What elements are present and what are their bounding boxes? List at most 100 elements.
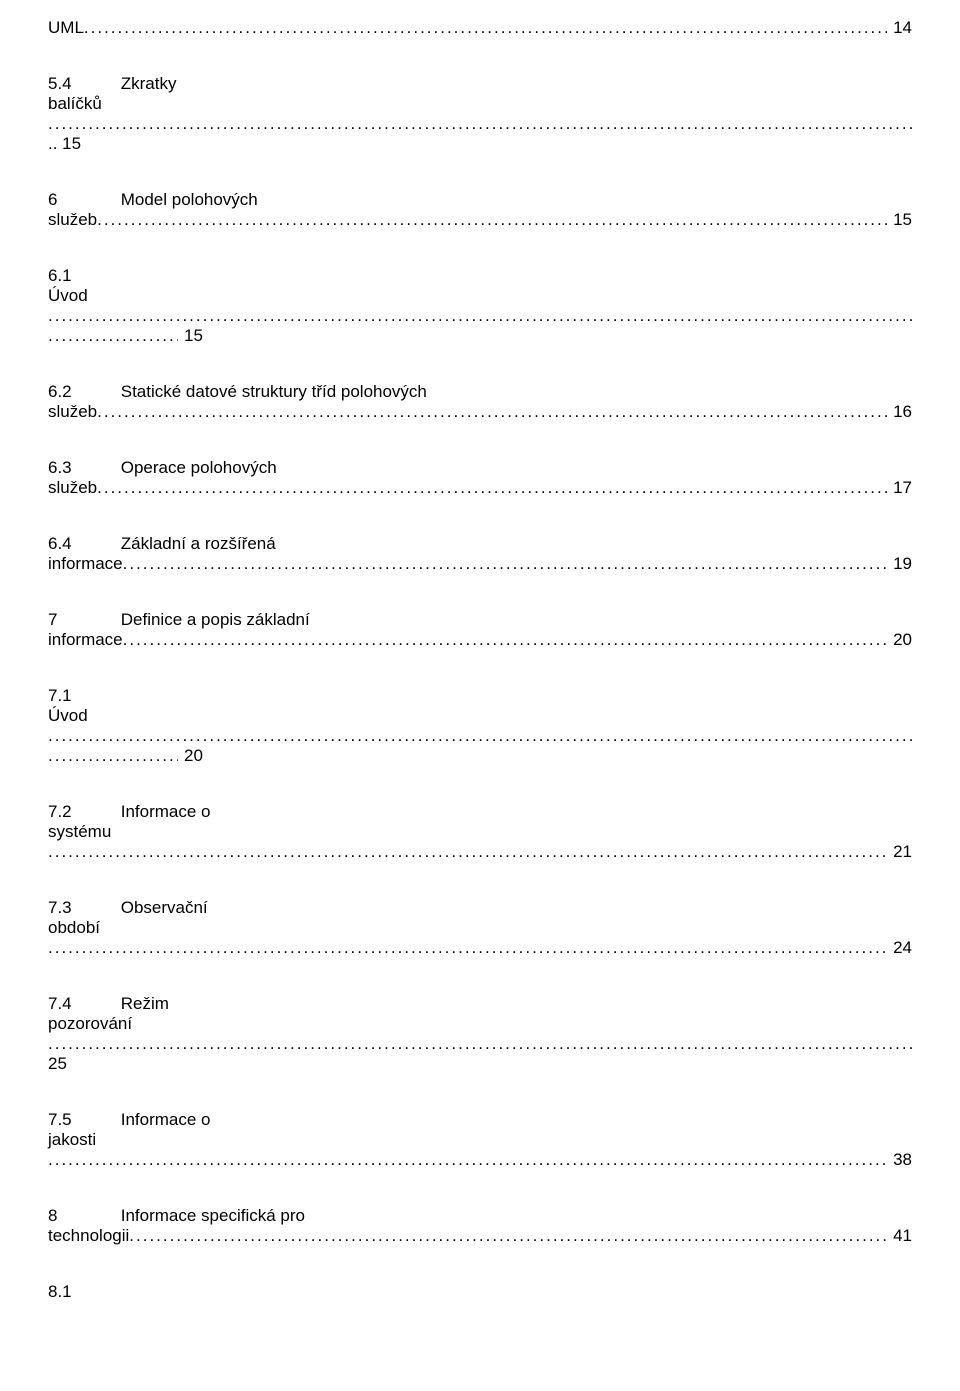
toc-dots [129, 1226, 887, 1246]
toc-num: 6.3 [48, 458, 116, 478]
toc-page: 17 [887, 478, 912, 498]
toc-heading: 5.4 Zkratky [48, 74, 912, 94]
toc-page: 20 [887, 630, 912, 650]
toc-num: 6.2 [48, 382, 116, 402]
toc-dots [48, 114, 912, 134]
toc-page: 24 [887, 938, 912, 958]
toc-cont: jakosti [48, 1130, 912, 1150]
toc-num: 8 [48, 1206, 116, 1226]
toc-line [48, 726, 912, 746]
toc-page: 20 [178, 746, 912, 766]
toc-page: 15 [178, 326, 912, 346]
toc-num: 7.1 [48, 686, 72, 706]
toc-dots [48, 306, 912, 326]
toc-entry-6-1: 6.1 Úvod 15 [48, 266, 912, 346]
toc-page: 38 [887, 1150, 912, 1170]
toc-page: 14 [887, 18, 912, 38]
toc-cont: informace [48, 630, 123, 650]
toc-line: 21 [48, 842, 912, 862]
toc-dots [48, 1034, 912, 1054]
toc-dots [48, 726, 912, 746]
toc-page-line: 15 [48, 326, 912, 346]
toc-entry-6-3: 6.3 Operace polohových služeb 17 [48, 458, 912, 498]
toc-page: 15 [62, 134, 81, 153]
toc-entry-6-4: 6.4 Základní a rozšířená informace 19 [48, 534, 912, 574]
toc-heading: 7.4 Režim [48, 994, 912, 1014]
toc-line: informace 20 [48, 630, 912, 650]
toc-page-line: 20 [48, 746, 912, 766]
toc-page: 21 [887, 842, 912, 862]
toc-page-leading: .. [48, 134, 62, 153]
toc-line [48, 114, 912, 134]
toc-line: služeb 17 [48, 478, 912, 498]
toc-page-line: .. 15 [48, 134, 912, 154]
toc-cont: balíčků [48, 94, 912, 114]
toc-dots [97, 402, 887, 422]
toc-dots [123, 554, 887, 574]
toc-line: služeb 15 [48, 210, 912, 230]
toc-line: 38 [48, 1150, 912, 1170]
toc-line [48, 1034, 912, 1054]
toc-heading: 7 Definice a popis základní [48, 610, 912, 630]
toc-title: Statické datové struktury tříd polohovýc… [121, 382, 427, 402]
toc-cont: pozorování [48, 1014, 912, 1034]
toc-page: 15 [887, 210, 912, 230]
toc-cont: služeb [48, 210, 97, 230]
toc-num: 7 [48, 610, 116, 630]
toc-heading: 8.1 [48, 1282, 912, 1302]
toc-entry-6-2: 6.2 Statické datové struktury tříd poloh… [48, 382, 912, 422]
toc-cont: technologii [48, 1226, 129, 1246]
toc-entry-8: 8 Informace specifická pro technologii 4… [48, 1206, 912, 1246]
toc-num: 6.4 [48, 534, 116, 554]
toc-heading: 6.2 Statické datové struktury tříd poloh… [48, 382, 912, 402]
toc-cont: období [48, 918, 912, 938]
toc-entry-7: 7 Definice a popis základní informace 20 [48, 610, 912, 650]
toc-cont: Úvod [48, 286, 912, 306]
toc-dots [48, 746, 178, 766]
toc-num: 7.5 [48, 1110, 116, 1130]
toc-heading: 6.4 Základní a rozšířená [48, 534, 912, 554]
toc-cont: informace [48, 554, 123, 574]
toc-dots [48, 842, 887, 862]
toc-title: Model polohových [121, 190, 258, 210]
toc-dots [84, 18, 887, 38]
toc-title: Definice a popis základní [121, 610, 310, 630]
toc-cont: služeb [48, 478, 97, 498]
toc-dots [48, 326, 178, 346]
toc-entry-7-1: 7.1 Úvod 20 [48, 686, 912, 766]
toc-num: 6.1 [48, 266, 72, 286]
toc-page: 41 [887, 1226, 912, 1246]
toc-cont: Úvod [48, 706, 912, 726]
toc-cont: služeb [48, 402, 97, 422]
toc-title: Informace specifická pro [121, 1206, 305, 1226]
toc-entry-uml: UML 14 [48, 18, 912, 38]
toc-heading: 8 Informace specifická pro [48, 1206, 912, 1226]
toc-heading: 6.1 [48, 266, 912, 286]
toc-heading: 6.3 Operace polohových [48, 458, 912, 478]
toc-dots [97, 478, 887, 498]
toc-title: Zkratky [121, 74, 177, 94]
toc-title: Informace o [121, 1110, 211, 1130]
toc-heading: 7.1 [48, 686, 912, 706]
toc-title: Observační [121, 898, 208, 918]
toc-entry-7-2: 7.2 Informace o systému 21 [48, 802, 912, 862]
toc-page: 19 [887, 554, 912, 574]
toc-heading: 7.2 Informace o [48, 802, 912, 822]
toc-entry-7-3: 7.3 Observační období 24 [48, 898, 912, 958]
toc-dots [123, 630, 887, 650]
toc-heading: 6 Model polohových [48, 190, 912, 210]
toc-page: 25 [48, 1054, 67, 1073]
toc-entry-5-4: 5.4 Zkratky balíčků .. 15 [48, 74, 912, 154]
toc-title: UML [48, 18, 84, 38]
toc-title: Režim [121, 994, 169, 1014]
toc-num: 7.3 [48, 898, 116, 918]
toc-dots [48, 938, 887, 958]
toc-line [48, 306, 912, 326]
toc-title: Základní a rozšířená [121, 534, 276, 554]
toc-num: 8.1 [48, 1282, 72, 1302]
toc-entry-6: 6 Model polohových služeb 15 [48, 190, 912, 230]
toc-line: technologii 41 [48, 1226, 912, 1246]
toc-num: 7.2 [48, 802, 116, 822]
toc-entry-7-4: 7.4 Režim pozorování 25 [48, 994, 912, 1074]
toc-line: služeb 16 [48, 402, 912, 422]
